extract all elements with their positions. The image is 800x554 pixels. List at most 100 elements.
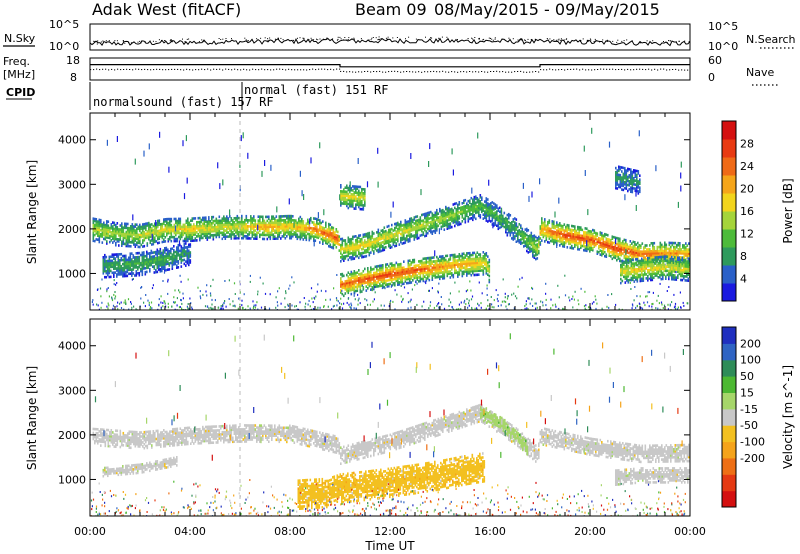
echo-cell: [547, 226, 549, 230]
echo-cell: [395, 222, 398, 225]
echo-cell: [454, 263, 456, 267]
echo-cell: [382, 276, 384, 279]
echo-cell: [382, 266, 384, 269]
echo-cell: [626, 255, 629, 258]
echo-cell: [131, 241, 134, 244]
echo-cell: [613, 241, 615, 245]
echo-cell: [496, 224, 498, 227]
nsearch-dot: [441, 36, 443, 38]
echo-cell: [230, 223, 233, 226]
echo-cell: [371, 248, 374, 252]
echo-cell: [413, 234, 416, 237]
echo-cell: [239, 228, 242, 232]
echo-cell: [187, 233, 189, 237]
nsearch-dot: [490, 37, 491, 39]
echo-cell: [145, 236, 147, 240]
echo-cell: [464, 264, 467, 267]
nsearch-dot: [553, 39, 555, 41]
nave-dot: [207, 68, 209, 70]
echo-cell: [548, 221, 551, 224]
echo-cell: [415, 229, 417, 233]
echo-cell: [425, 232, 428, 235]
nave-dot: [621, 68, 623, 70]
echo-cell: [238, 220, 240, 224]
echo-cell: [140, 233, 143, 237]
echo-cell: [367, 240, 369, 243]
echo-cell: [443, 270, 446, 274]
echo-cell: [283, 223, 285, 226]
echo-cell: [138, 271, 141, 275]
echo-cell: [521, 235, 524, 239]
echo-cell: [205, 228, 207, 231]
echo-cell: [457, 259, 459, 262]
echo-cell: [188, 231, 191, 235]
echo-cell: [160, 223, 162, 226]
echo-cell: [173, 225, 176, 229]
echo-cell: [472, 210, 474, 214]
echo-cell: [404, 219, 407, 222]
echo-cell: [176, 229, 179, 233]
echo-cell: [484, 212, 486, 215]
echo-cell: [182, 225, 185, 229]
echo-cell: [664, 247, 666, 251]
echo-cell: [355, 253, 357, 256]
nsearch-dot: [508, 37, 510, 39]
echo-cell: [131, 272, 133, 275]
nave-dot: [210, 69, 212, 71]
echo-cell: [179, 233, 182, 237]
echo-cell: [349, 281, 351, 284]
echo-cell: [347, 271, 350, 274]
echo-cell: [359, 282, 362, 286]
nave-dot: [204, 69, 206, 71]
echo-cell: [371, 286, 374, 289]
echo-cell: [140, 231, 143, 235]
nave-dot: [460, 71, 462, 73]
echo-cell: [152, 230, 155, 234]
echo-cell: [437, 269, 440, 273]
echo-cell: [166, 223, 168, 227]
echo-cell: [129, 254, 132, 257]
echo-cell: [556, 229, 558, 232]
echo-cell: [598, 240, 600, 244]
echo-cell: [266, 215, 269, 219]
echo-cell: [191, 237, 194, 240]
echo-cell: [583, 240, 585, 244]
echo-cell: [200, 224, 203, 228]
echo-cell: [275, 229, 278, 232]
echo-cell: [431, 270, 434, 273]
echo-cell: [379, 250, 381, 253]
echo-cell: [659, 241, 662, 245]
nsearch-dot: [124, 42, 126, 44]
echo-cell: [116, 253, 118, 256]
echo-cell: [340, 285, 342, 288]
echo-cell: [466, 212, 468, 215]
echo-cell: [407, 281, 410, 285]
echo-cell: [124, 232, 126, 236]
echo-cell: [146, 242, 149, 245]
echo-cell: [128, 238, 131, 242]
echo-cell: [586, 245, 588, 249]
echo-cell: [373, 271, 375, 275]
echo-cell: [512, 238, 515, 241]
echo-cell: [442, 263, 444, 266]
echo-cell: [391, 266, 393, 269]
echo-cell: [685, 246, 687, 249]
echo-cell: [331, 232, 333, 235]
nave-dot: [663, 68, 665, 70]
echo-cell: [119, 273, 121, 276]
echo-cell: [590, 238, 593, 241]
echo-cell: [353, 272, 356, 275]
echo-cell: [141, 251, 144, 255]
echo-cell: [286, 216, 288, 220]
echo-cell: [235, 231, 237, 234]
echo-cell: [661, 243, 663, 247]
echo-cell: [202, 218, 204, 222]
echo-cell: [154, 228, 156, 231]
nave-dot: [267, 69, 269, 71]
echo-cell: [359, 290, 362, 294]
echo-cell: [241, 214, 243, 218]
echo-cell: [275, 237, 278, 240]
echo-cell: [547, 228, 549, 232]
echo-cell: [143, 222, 146, 226]
nsearch-dot: [446, 36, 448, 38]
